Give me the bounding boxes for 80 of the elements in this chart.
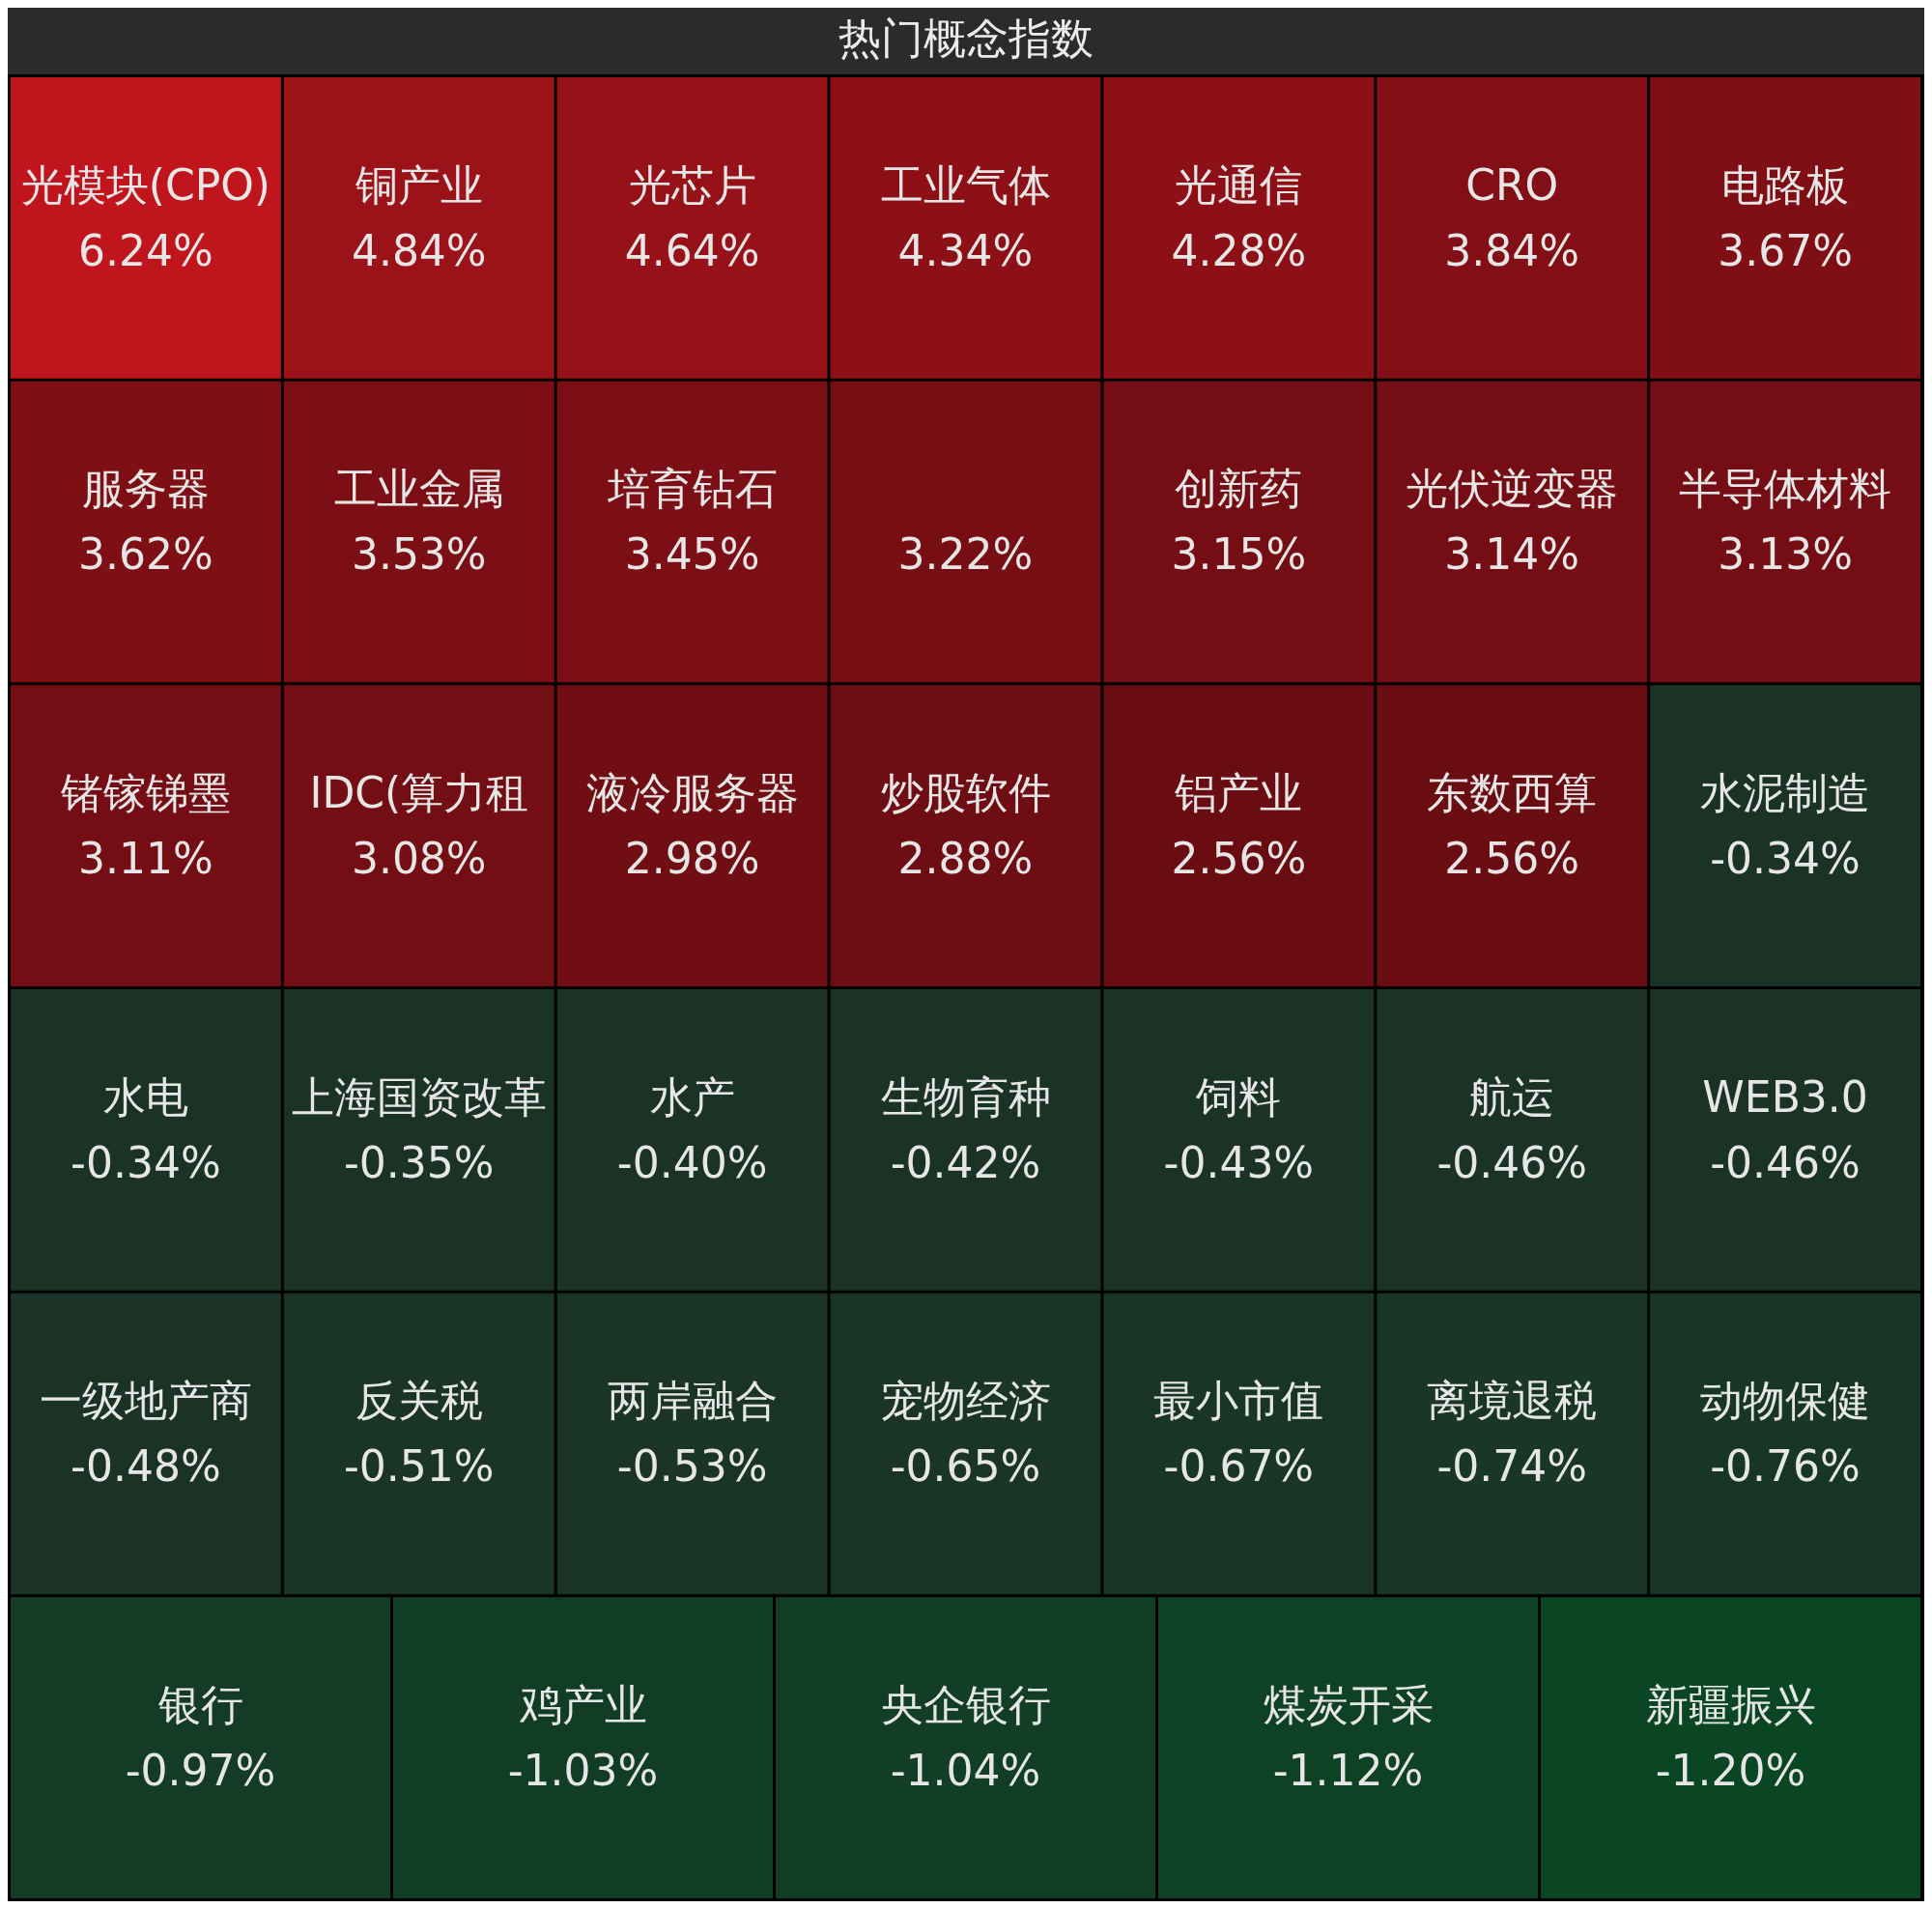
category-label: 炒股软件 bbox=[880, 768, 1051, 818]
category-label: 上海国资改革 bbox=[291, 1071, 547, 1122]
category-label: 离境退税 bbox=[1427, 1376, 1598, 1426]
data-label: -0.35% bbox=[343, 1137, 495, 1187]
category-label: 创新药 bbox=[1175, 464, 1303, 514]
data-label: -1.12% bbox=[1272, 1746, 1424, 1796]
category-label: 饲料 bbox=[1195, 1071, 1282, 1122]
data-label: 3.14% bbox=[1444, 529, 1580, 580]
data-label: 2.56% bbox=[1171, 834, 1307, 884]
category-label: 电路板 bbox=[1721, 159, 1850, 210]
category-label: 铝产业 bbox=[1174, 768, 1303, 818]
data-label: 3.22% bbox=[897, 529, 1034, 580]
category-label: 央企银行 bbox=[880, 1680, 1051, 1730]
data-label: 3.53% bbox=[351, 529, 487, 580]
category-label: 光伏逆变器 bbox=[1406, 464, 1619, 514]
category-label: 新疆振兴 bbox=[1645, 1680, 1816, 1730]
data-label: -0.97% bbox=[125, 1746, 276, 1796]
data-label: -1.04% bbox=[890, 1746, 1041, 1796]
category-label: 半导体材料 bbox=[1679, 464, 1892, 514]
category-label: 水产 bbox=[649, 1071, 735, 1122]
category-label: 煤炭开采 bbox=[1263, 1680, 1434, 1730]
data-label: 3.11% bbox=[78, 834, 213, 884]
category-label: 锗镓锑墨 bbox=[59, 768, 231, 818]
data-label: -0.42% bbox=[890, 1137, 1041, 1187]
data-label: 3.67% bbox=[1718, 225, 1853, 275]
data-label: -1.20% bbox=[1655, 1746, 1806, 1796]
data-label: -0.43% bbox=[1163, 1137, 1315, 1187]
category-label: IDC(算力租 bbox=[309, 768, 529, 818]
data-label: 2.98% bbox=[624, 834, 760, 884]
data-label: 6.24% bbox=[78, 225, 213, 275]
category-label: 两岸融合 bbox=[607, 1376, 778, 1426]
data-label: -0.34% bbox=[71, 1137, 221, 1187]
category-label: 光通信 bbox=[1175, 159, 1303, 210]
data-label: 2.88% bbox=[897, 834, 1034, 884]
data-label: -0.53% bbox=[616, 1441, 768, 1492]
data-label: -0.76% bbox=[1710, 1441, 1861, 1492]
text: 热门概念指数 bbox=[838, 14, 1094, 64]
category-label: 服务器 bbox=[81, 464, 210, 514]
category-label: 宠物经济 bbox=[880, 1376, 1051, 1426]
category-label: 银行 bbox=[156, 1680, 243, 1730]
data-label: 4.64% bbox=[624, 225, 760, 275]
category-label: 培育钻石 bbox=[606, 464, 778, 514]
data-label: -0.40% bbox=[616, 1137, 768, 1187]
data-label: -0.46% bbox=[1436, 1137, 1588, 1187]
data-label: 4.28% bbox=[1171, 225, 1307, 275]
data-label: 4.34% bbox=[897, 225, 1034, 275]
category-label: 铜产业 bbox=[354, 159, 483, 210]
category-label: WEB3.0 bbox=[1702, 1071, 1868, 1122]
data-label: -0.34% bbox=[1710, 834, 1861, 884]
data-label: 3.15% bbox=[1171, 529, 1307, 580]
category-label: 东数西算 bbox=[1427, 768, 1598, 818]
category-label: 光芯片 bbox=[628, 159, 756, 210]
data-label: -1.03% bbox=[507, 1746, 659, 1796]
data-label: 3.13% bbox=[1718, 529, 1853, 580]
category-label: 反关税 bbox=[355, 1376, 483, 1426]
data-label: 2.56% bbox=[1444, 834, 1580, 884]
data-label: -0.46% bbox=[1710, 1137, 1861, 1187]
category-label: 动物保健 bbox=[1700, 1376, 1871, 1426]
data-label: 3.45% bbox=[624, 529, 760, 580]
data-label: -0.51% bbox=[343, 1441, 495, 1492]
category-label: 最小市值 bbox=[1153, 1376, 1324, 1426]
data-label: -0.67% bbox=[1163, 1441, 1315, 1492]
category-label: 鸡产业 bbox=[518, 1680, 647, 1730]
data-label: 3.08% bbox=[351, 834, 487, 884]
category-label: 光模块(CPO) bbox=[20, 159, 271, 210]
category-label: 工业金属 bbox=[333, 464, 504, 514]
category-label: 工业气体 bbox=[880, 159, 1051, 210]
data-label: 3.84% bbox=[1444, 225, 1580, 275]
category-label: 液冷服务器 bbox=[585, 768, 799, 818]
category-label: 生物育种 bbox=[880, 1071, 1051, 1122]
data-label: -0.74% bbox=[1436, 1441, 1588, 1492]
data-label: -0.65% bbox=[890, 1441, 1041, 1492]
category-label: 一级地产商 bbox=[39, 1376, 252, 1426]
category-label: CRO bbox=[1465, 159, 1559, 210]
data-label: -0.48% bbox=[71, 1441, 221, 1492]
data-label: 3.62% bbox=[78, 529, 213, 580]
category-label: 水电 bbox=[102, 1071, 188, 1122]
category-label: 航运 bbox=[1469, 1071, 1555, 1122]
data-label: 4.84% bbox=[351, 225, 487, 275]
category-label: 水泥制造 bbox=[1700, 768, 1871, 818]
